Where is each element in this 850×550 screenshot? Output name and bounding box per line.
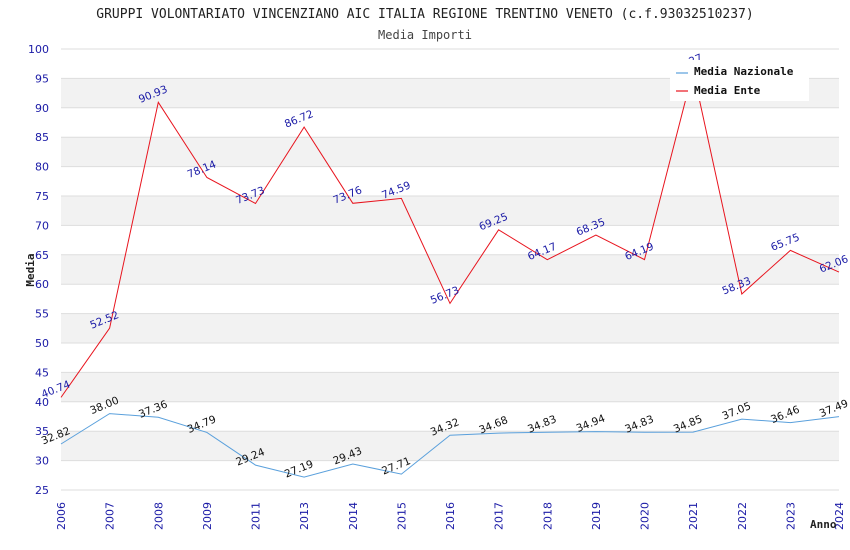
x-tick-label: 2020 bbox=[639, 502, 652, 530]
grid-band bbox=[61, 343, 839, 373]
y-tick-label: 95 bbox=[35, 72, 49, 85]
y-tick-label: 55 bbox=[35, 308, 49, 321]
y-tick-label: 50 bbox=[35, 337, 49, 350]
plot-background bbox=[61, 48, 839, 491]
grid-band bbox=[61, 460, 839, 490]
grid-band bbox=[61, 372, 839, 402]
x-tick-label: 2007 bbox=[104, 502, 117, 530]
grid-band bbox=[61, 137, 839, 167]
x-tick-label: 2006 bbox=[55, 502, 68, 530]
grid-band bbox=[61, 431, 839, 461]
x-axis-label: Anno bbox=[810, 518, 837, 531]
legend-entry-media-nazionale: Media Nazionale bbox=[694, 65, 794, 78]
legend-entry-media-ente: Media Ente bbox=[694, 84, 761, 97]
grid-band bbox=[61, 107, 839, 138]
x-tick-label: 2023 bbox=[784, 502, 797, 530]
y-tick-label: 40 bbox=[35, 396, 49, 409]
x-tick-label: 2024 bbox=[833, 502, 846, 530]
x-tick-label: 2022 bbox=[736, 502, 749, 530]
grid-band bbox=[61, 166, 839, 196]
y-tick-label: 30 bbox=[35, 455, 49, 468]
x-tick-label: 2016 bbox=[444, 502, 457, 530]
x-tick-label: 2008 bbox=[152, 502, 165, 530]
y-tick-label: 25 bbox=[35, 484, 49, 497]
chart-subtitle: Media Importi bbox=[378, 28, 472, 42]
y-tick-label: 85 bbox=[35, 131, 49, 144]
x-tick-label: 2021 bbox=[687, 502, 700, 530]
chart-title: GRUPPI VOLONTARIATO VINCENZIANO AIC ITAL… bbox=[96, 7, 753, 22]
y-tick-label: 65 bbox=[35, 249, 49, 262]
x-tick-label: 2009 bbox=[201, 502, 214, 530]
series-line-media-nazionale bbox=[60, 413, 840, 478]
y-tick-label: 60 bbox=[35, 278, 49, 291]
grid-band bbox=[61, 254, 839, 285]
y-tick-label: 35 bbox=[35, 425, 49, 438]
grid-band bbox=[61, 284, 839, 314]
grid-band bbox=[61, 313, 839, 343]
grid-band bbox=[61, 196, 839, 226]
x-tick-label: 2011 bbox=[250, 502, 263, 530]
y-axis-ticks: 25 30 35 40 45 50 55 60 65 70 75 80 85 90 95 100 bbox=[28, 43, 49, 497]
grid-band bbox=[61, 225, 839, 255]
x-tick-label: 2014 bbox=[347, 502, 360, 530]
x-tick-label: 2015 bbox=[395, 502, 408, 530]
grid-band bbox=[61, 401, 839, 432]
x-tick-label: 2013 bbox=[298, 502, 311, 530]
y-tick-label: 80 bbox=[35, 161, 49, 174]
y-tick-label: 75 bbox=[35, 190, 49, 203]
x-tick-label: 2018 bbox=[541, 502, 554, 530]
legend: Media Nazionale Media Ente bbox=[670, 60, 809, 101]
y-axis-label: Media bbox=[24, 253, 37, 286]
legend-box bbox=[670, 60, 809, 101]
y-tick-label: 45 bbox=[35, 366, 49, 379]
y-tick-label: 70 bbox=[35, 219, 49, 232]
x-tick-label: 2019 bbox=[590, 502, 603, 530]
y-tick-label: 90 bbox=[35, 102, 49, 115]
series-line-media-ente bbox=[60, 70, 840, 398]
series-lines bbox=[60, 70, 840, 478]
y-tick-label: 100 bbox=[28, 43, 49, 56]
x-axis-ticks: 2006 2007 2008 2009 2011 2013 2014 2015 2016 2017… bbox=[55, 502, 846, 530]
x-tick-label: 2017 bbox=[493, 502, 506, 530]
